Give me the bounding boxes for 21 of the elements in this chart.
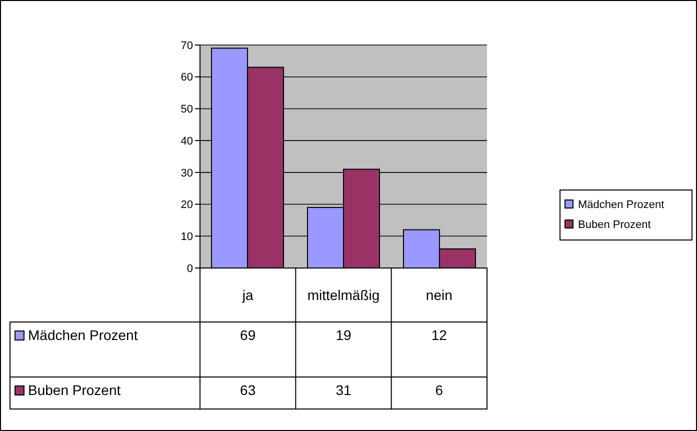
y-tick-label: 50 — [180, 104, 193, 116]
y-tick-label: 30 — [180, 167, 193, 180]
y-tick-label: 40 — [180, 135, 193, 148]
x-tick-label: nein — [426, 286, 452, 303]
y-tick-label: 10 — [180, 230, 193, 243]
y-tick-label: 60 — [180, 72, 193, 84]
data-label: 19 — [336, 327, 352, 343]
data-label: 63 — [240, 382, 256, 398]
x-tick-label: mittelmäßig — [307, 286, 380, 303]
x-tick-label: ja — [241, 286, 254, 303]
data-label: 12 — [431, 327, 448, 343]
y-tick-label: 20 — [180, 199, 193, 212]
y-tick-label: 0 — [186, 262, 193, 275]
legend-label: Buben Prozent — [578, 219, 651, 231]
y-tick-label: 70 — [180, 40, 193, 52]
legend-label: Mädchen Prozent — [28, 327, 138, 343]
data-label: 31 — [336, 382, 352, 398]
data-label: 69 — [240, 327, 256, 343]
text: Buben Prozent — [28, 382, 121, 398]
data-label: 6 — [435, 382, 444, 398]
text: Mädchen Prozent — [578, 199, 664, 211]
